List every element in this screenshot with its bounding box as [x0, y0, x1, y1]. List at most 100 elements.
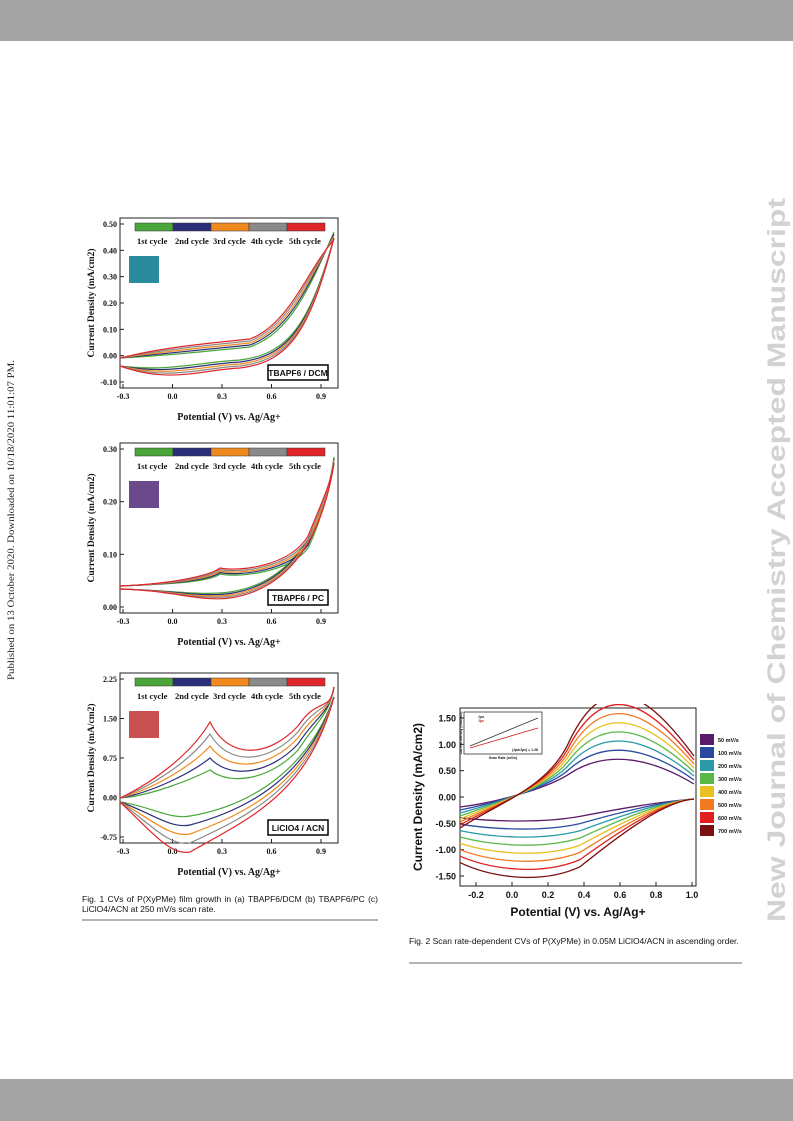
legend-label: 1st cycle: [137, 691, 168, 701]
y-axis-label: Current Density (mA/cm2): [86, 248, 97, 357]
x-tick-label: -0.3: [117, 392, 130, 401]
footer-band: [0, 1079, 793, 1121]
header-band: [0, 0, 793, 41]
journal-watermark-text: New Journal of Chemistry Accepted Manusc…: [763, 198, 791, 922]
legend-swatch: [134, 222, 174, 232]
y-tick-label: 0.75: [103, 754, 117, 763]
y-tick-label: 1.50: [438, 714, 456, 724]
panel-swatch: [129, 256, 159, 283]
legend-label: 4th cycle: [251, 691, 283, 701]
legend-swatch: [134, 677, 174, 687]
legend-label: 600 mV/s: [718, 816, 742, 822]
legend-label: 3rd cycle: [213, 236, 246, 246]
legend-swatch: [248, 447, 288, 457]
x-tick-label: 0.9: [316, 617, 326, 626]
plot-frame: [119, 442, 339, 614]
scan-rate-curve: [459, 758, 695, 822]
y-axis-label: Current Density (mA/cm2): [411, 723, 425, 871]
legend-label: 500 mV/s: [718, 803, 742, 809]
fig1-caption: Fig. 1 CVs of P(XyPMe) film growth in (a…: [82, 894, 378, 914]
cv-curve: [119, 686, 335, 827]
panel-swatch: [129, 711, 159, 738]
inset-line-jpa: [469, 717, 539, 747]
cv-curve: [119, 686, 335, 853]
y-tick-label: 0.20: [103, 498, 117, 507]
x-axis-label: Potential (V) vs. Ag/Ag+: [177, 867, 281, 878]
x-tick-label: 0.0: [168, 392, 178, 401]
y-tick-label: 0.40: [103, 246, 117, 255]
x-tick-label: -0.3: [117, 617, 130, 626]
solvent-box: [267, 589, 329, 606]
x-tick-label: 0.6: [267, 617, 277, 626]
cv-curve: [119, 458, 335, 596]
legend-label: 700 mV/s: [718, 829, 742, 835]
inset-ratio: |Jpa/Jpc| = 1.28: [512, 748, 538, 752]
legend-label: 4th cycle: [251, 236, 283, 246]
y-tick-label: 0.00: [103, 794, 117, 803]
legend-swatch: [248, 677, 288, 687]
legend-swatch: [210, 677, 250, 687]
legend-label: 2nd cycle: [175, 691, 209, 701]
legend-label: 2nd cycle: [175, 236, 209, 246]
legend-swatch: [700, 799, 714, 810]
legend-label: 5th cycle: [289, 236, 321, 246]
legend-swatch: [172, 222, 212, 232]
y-tick-label: -0.50: [435, 819, 456, 829]
inset-frame: [463, 711, 543, 755]
y-tick-label: -0.10: [100, 378, 117, 387]
legend-swatch: [700, 825, 714, 836]
solvent-label: LiClO4 / ACN: [272, 823, 325, 833]
cv-curve: [119, 459, 335, 597]
legend-label: 1st cycle: [137, 461, 168, 471]
y-tick-label: 0.20: [103, 299, 117, 308]
legend-label: 5th cycle: [289, 691, 321, 701]
legend-swatch: [700, 734, 714, 745]
y-tick-label: 0.30: [103, 445, 117, 454]
legend-label: 100 mV/s: [718, 751, 742, 757]
legend-label: 1st cycle: [137, 236, 168, 246]
fig1-panel-a: 1st cycle 2nd cycle 3rd cycle 4th cycle 5th …: [82, 208, 344, 435]
legend-swatch: [210, 447, 250, 457]
x-tick-label: 0.6: [267, 847, 277, 856]
y-axis-label: Current Density (mA/cm2): [86, 703, 97, 812]
legend-swatch: [286, 677, 326, 687]
legend-swatch: [172, 447, 212, 457]
journal-watermark: New Journal of Chemistry Accepted Manusc…: [763, 198, 791, 922]
solvent-label: TBAPF6 / DCM: [268, 368, 328, 378]
solvent-label: TBAPF6 / PC: [272, 593, 324, 603]
cv-curve: [119, 686, 335, 836]
y-tick-label: 0.50: [438, 766, 456, 776]
y-tick-label: -0.75: [100, 833, 117, 842]
legend-label: 3rd cycle: [213, 691, 246, 701]
scan-rate-curve: [459, 694, 695, 879]
x-axis-label: Potential (V) vs. Ag/Ag+: [510, 905, 645, 919]
x-tick-label: 0.0: [168, 847, 178, 856]
x-tick-label: 0.6: [614, 890, 627, 900]
legend-swatch: [700, 760, 714, 771]
published-note-text: Published on 13 October 2020. Downloaded…: [7, 360, 17, 680]
x-axis-label: Potential (V) vs. Ag/Ag+: [177, 637, 281, 648]
x-tick-label: 0.9: [316, 392, 326, 401]
x-tick-label: 0.2: [542, 890, 555, 900]
legend-swatch: [700, 747, 714, 758]
legend-swatch: [700, 812, 714, 823]
legend-label: 400 mV/s: [718, 790, 742, 796]
fig2-caption: Fig. 2 Scan rate-dependent CVs of P(XyPM…: [409, 936, 739, 946]
x-tick-label: 0.3: [217, 392, 227, 401]
solvent-box: [267, 819, 329, 836]
panel-swatch: [129, 481, 159, 508]
y-axis-label: Current Density (mA/cm2): [86, 473, 97, 582]
legend-label: 5th cycle: [289, 461, 321, 471]
y-tick-label: 2.25: [103, 675, 117, 684]
x-tick-label: -0.2: [468, 890, 484, 900]
x-tick-label: 0.4: [578, 890, 591, 900]
x-tick-label: 0.3: [217, 847, 227, 856]
x-tick-label: 1.0: [686, 890, 699, 900]
cv-curve: [119, 686, 335, 818]
y-tick-label: 0.10: [103, 550, 117, 559]
x-tick-label: -0.3: [117, 847, 130, 856]
y-tick-label: 0.00: [103, 603, 117, 612]
legend-label: 4th cycle: [251, 461, 283, 471]
x-tick-label: 0.9: [316, 847, 326, 856]
cv-curve: [119, 237, 335, 376]
